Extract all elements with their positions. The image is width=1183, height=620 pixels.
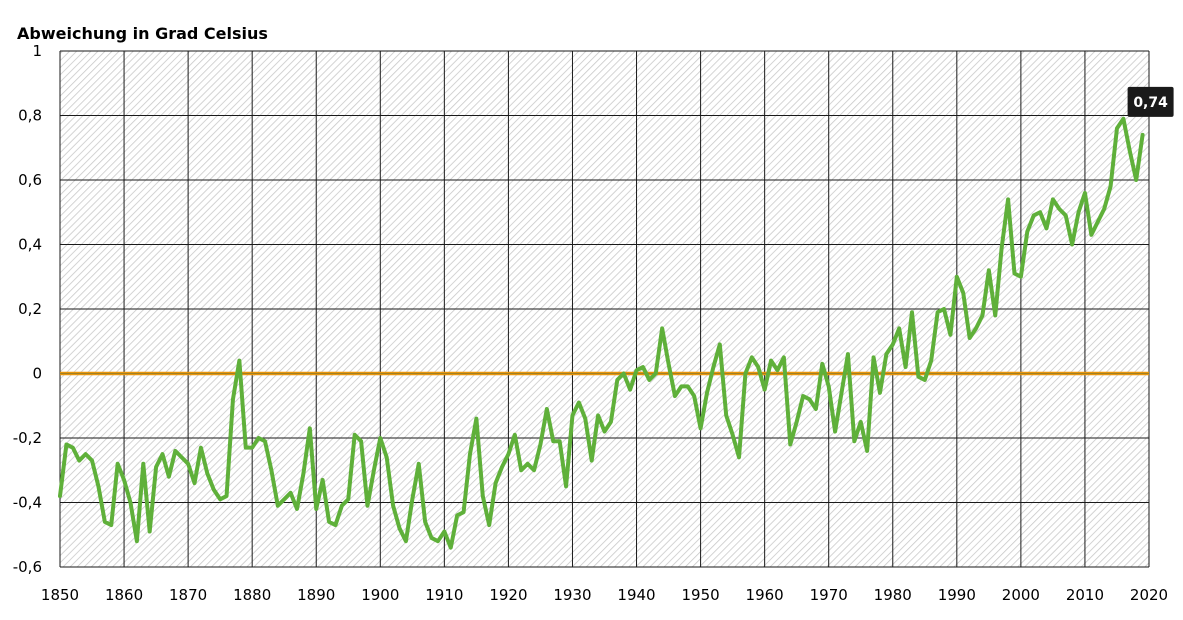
last-value-callout: 0,74 <box>1127 86 1174 117</box>
x-tick-label: 2020 <box>1130 586 1168 604</box>
x-tick-label: 1870 <box>169 586 207 604</box>
x-tick-label: 1990 <box>938 586 976 604</box>
y-tick-label: -0,2 <box>13 429 42 447</box>
y-tick-label: -0,4 <box>13 494 42 512</box>
x-tick-label: 1920 <box>489 586 527 604</box>
x-tick-label: 2000 <box>1002 586 1040 604</box>
x-tick-label: 1850 <box>41 586 79 604</box>
x-tick-label: 1930 <box>553 586 591 604</box>
y-axis-tick-labels: -0,6 -0,4 -0,2 0 0,2 0,4 0,6 0,8 1 <box>13 42 42 576</box>
y-tick-label: 0,8 <box>18 107 42 125</box>
y-tick-label: -0,6 <box>13 558 42 576</box>
x-tick-label: 1960 <box>746 586 784 604</box>
callout-label: 0,74 <box>1133 95 1168 111</box>
x-tick-label: 1940 <box>617 586 655 604</box>
x-tick-label: 1980 <box>874 586 912 604</box>
x-tick-label: 1970 <box>810 586 848 604</box>
x-tick-label: 2010 <box>1066 586 1104 604</box>
x-tick-label: 1890 <box>297 586 335 604</box>
y-tick-label: 1 <box>32 42 42 60</box>
callout-box <box>1127 86 1174 117</box>
x-axis-tick-labels: 1850 1860 1870 1880 1890 1900 1910 1920 1930 1940… <box>41 586 1168 604</box>
y-axis-title: Abweichung in Grad Celsius <box>17 24 268 43</box>
y-tick-label: 0,2 <box>18 300 42 318</box>
y-tick-label: 0,6 <box>18 171 42 189</box>
temperature-anomaly-line <box>58 116 1145 550</box>
y-tick-label: 0,4 <box>18 236 42 254</box>
x-tick-label: 1860 <box>105 586 143 604</box>
x-tick-label: 1900 <box>361 586 399 604</box>
x-tick-label: 1950 <box>681 586 719 604</box>
x-tick-label: 1880 <box>233 586 271 604</box>
y-tick-label: 0 <box>32 365 42 383</box>
x-tick-label: 1910 <box>425 586 463 604</box>
